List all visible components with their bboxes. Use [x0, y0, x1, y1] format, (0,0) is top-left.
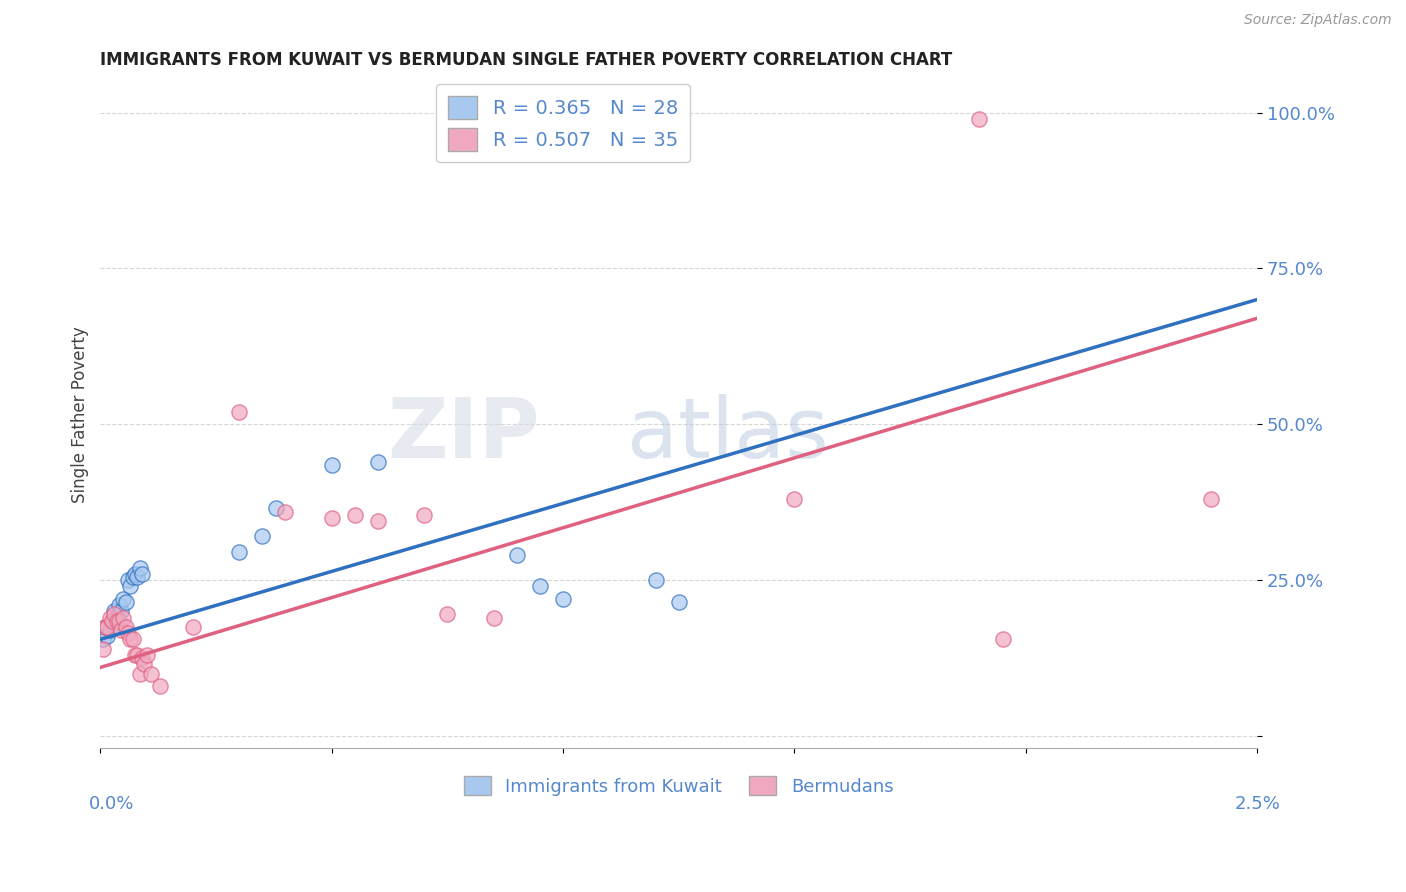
Point — [114, 620, 136, 634]
Point — [103, 604, 125, 618]
Point — [264, 501, 287, 516]
Point — [127, 570, 149, 584]
Point — [91, 641, 114, 656]
Point — [108, 598, 131, 612]
Point — [181, 620, 204, 634]
Point — [131, 651, 153, 665]
Point — [98, 610, 121, 624]
Point — [96, 620, 118, 634]
Point — [105, 610, 128, 624]
Point — [367, 455, 389, 469]
Point — [991, 632, 1014, 647]
Text: atlas: atlas — [627, 394, 828, 475]
Text: Source: ZipAtlas.com: Source: ZipAtlas.com — [1244, 13, 1392, 28]
Point — [529, 579, 551, 593]
Point — [506, 548, 529, 562]
Point — [228, 405, 250, 419]
Point — [321, 510, 343, 524]
Point — [124, 566, 146, 581]
Point — [101, 614, 124, 628]
Point — [367, 514, 389, 528]
Point — [105, 614, 128, 628]
Point — [1199, 492, 1222, 507]
Text: 2.5%: 2.5% — [1234, 795, 1281, 814]
Point — [321, 458, 343, 472]
Point — [141, 666, 163, 681]
Point — [127, 648, 149, 662]
Point — [274, 504, 297, 518]
Point — [783, 492, 806, 507]
Point — [644, 573, 666, 587]
Point — [131, 566, 153, 581]
Point — [668, 595, 690, 609]
Point — [135, 648, 157, 662]
Point — [134, 657, 156, 672]
Point — [128, 666, 150, 681]
Text: 0.0%: 0.0% — [89, 795, 134, 814]
Point — [114, 595, 136, 609]
Point — [121, 570, 143, 584]
Legend: Immigrants from Kuwait, Bermudans: Immigrants from Kuwait, Bermudans — [457, 769, 901, 803]
Point — [110, 604, 132, 618]
Point — [969, 112, 991, 126]
Point — [98, 623, 121, 637]
Point — [436, 607, 458, 622]
Point — [117, 626, 139, 640]
Point — [117, 573, 139, 587]
Point — [103, 607, 125, 622]
Point — [120, 579, 142, 593]
Point — [252, 529, 274, 543]
Point — [124, 648, 146, 662]
Point — [413, 508, 436, 522]
Point — [121, 632, 143, 647]
Point — [112, 610, 135, 624]
Text: IMMIGRANTS FROM KUWAIT VS BERMUDAN SINGLE FATHER POVERTY CORRELATION CHART: IMMIGRANTS FROM KUWAIT VS BERMUDAN SINGL… — [100, 51, 953, 69]
Point — [96, 629, 118, 643]
Point — [228, 545, 250, 559]
Point — [343, 508, 366, 522]
Point — [128, 560, 150, 574]
Point — [108, 614, 131, 628]
Point — [482, 610, 505, 624]
Point — [91, 632, 114, 647]
Point — [94, 620, 117, 634]
Point — [149, 679, 172, 693]
Point — [110, 623, 132, 637]
Point — [101, 614, 124, 628]
Text: ZIP: ZIP — [388, 394, 540, 475]
Point — [112, 591, 135, 606]
Point — [94, 620, 117, 634]
Y-axis label: Single Father Poverty: Single Father Poverty — [72, 326, 89, 503]
Point — [551, 591, 574, 606]
Point — [120, 632, 142, 647]
